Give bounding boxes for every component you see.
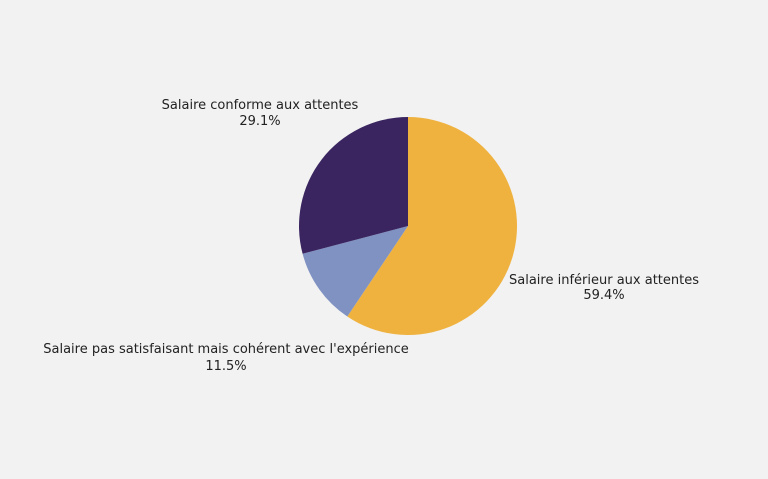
slice-value-label-2: 11.5%: [205, 359, 246, 374]
pie-slice-3: [299, 117, 408, 254]
pie-slices: [299, 117, 518, 336]
pie-slice-1: [347, 117, 518, 336]
slice-value-label-3: 29.1%: [239, 114, 280, 129]
slice-value-label-1: 59.4%: [583, 288, 624, 303]
slice-label-3: Salaire conforme aux attentes: [162, 98, 359, 113]
slice-label-2: Salaire pas satisfaisant mais cohérent a…: [43, 342, 409, 357]
slice-label-1: Salaire inférieur aux attentes: [509, 273, 699, 288]
pie-slice-2: [302, 226, 408, 317]
